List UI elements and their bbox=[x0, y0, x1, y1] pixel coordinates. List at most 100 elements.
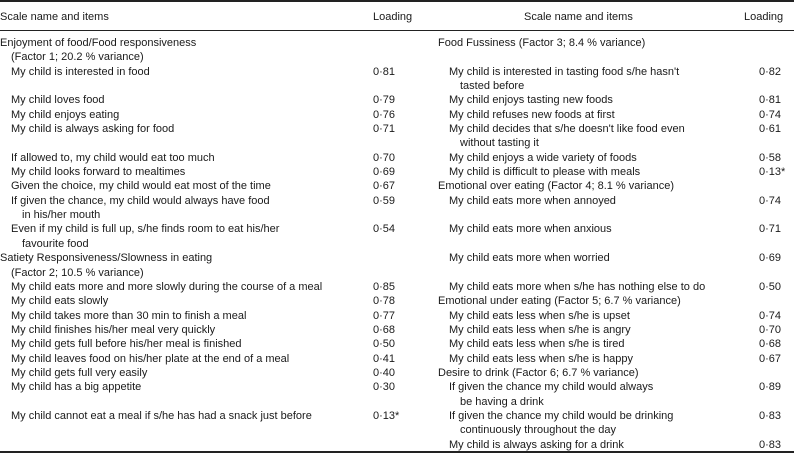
table-row-text: Even if my child is full up, s/he finds … bbox=[11, 223, 280, 236]
table-row: My child eats more and more slowly durin… bbox=[0, 280, 400, 294]
table-row-continuation-text: be having a drink bbox=[460, 395, 544, 408]
table-row: My child eats more when worried 0·69 bbox=[438, 251, 794, 265]
loading-value: 0·54 bbox=[373, 223, 396, 236]
table-row-text: My child loves food bbox=[11, 94, 105, 107]
table-row: My child cannot eat a meal if s/he has h… bbox=[0, 409, 400, 423]
blank-line bbox=[438, 237, 794, 251]
table-row-continuation-text: without tasting it bbox=[460, 137, 539, 150]
table-row-text: My child eats more when annoyed bbox=[449, 194, 616, 207]
table-row-text: If given the chance my child would alway… bbox=[449, 381, 654, 394]
loading-value: 0·70 bbox=[759, 323, 782, 336]
table-row-text: My child is interested in food bbox=[11, 65, 150, 78]
table-row-continuation-text: in his/her mouth bbox=[22, 209, 101, 222]
table-row-continuation-text: favourite food bbox=[22, 237, 89, 250]
loading-value: 0·13* bbox=[759, 166, 786, 179]
section-title-text: Food Fussiness (Factor 3; 8.4 % variance… bbox=[438, 37, 646, 49]
loading-value: 0·50 bbox=[373, 338, 396, 351]
loading-value: 0·71 bbox=[759, 223, 782, 236]
table-row: My child gets full very easily 0·40 bbox=[0, 366, 400, 380]
top-rule bbox=[0, 0, 794, 2]
loading-value: 0·83 bbox=[759, 409, 782, 422]
section-title-text: Emotional over eating (Factor 4; 8.1 % v… bbox=[438, 180, 675, 193]
loading-value: 0·68 bbox=[759, 338, 782, 351]
table-row: My child gets full before his/her meal i… bbox=[0, 337, 400, 351]
table-row-text: My child is interested in tasting food s… bbox=[449, 65, 680, 78]
loading-value: 0·81 bbox=[759, 94, 782, 107]
table-row-text: My child looks forward to mealtimes bbox=[11, 166, 186, 179]
table-row-continuation: without tasting it bbox=[438, 136, 794, 150]
loading-value: 0·76 bbox=[373, 108, 396, 121]
table-row-text: My child takes more than 30 min to finis… bbox=[11, 309, 247, 322]
blank-line bbox=[0, 395, 400, 409]
table-row-text: If given the chance my child would be dr… bbox=[449, 409, 674, 422]
table-row-text: My child enjoys tasting new foods bbox=[449, 94, 613, 107]
table-row-text: My child gets full very easily bbox=[11, 366, 148, 379]
header-scale-left: Scale name and items bbox=[0, 11, 109, 23]
table-row-continuation: favourite food bbox=[0, 237, 400, 251]
bottom-rule bbox=[0, 451, 794, 453]
loading-value: 0·59 bbox=[373, 194, 396, 207]
table-row: My child refuses new foods at first 0·74 bbox=[438, 108, 794, 122]
loading-value: 0·74 bbox=[759, 108, 782, 121]
table-row-text: My child eats less when s/he is tired bbox=[449, 338, 625, 351]
table-row-text: If allowed to, my child would eat too mu… bbox=[11, 151, 215, 164]
section-subtitle-text: (Factor 1; 20.2 % variance) bbox=[11, 51, 144, 64]
section-title: Emotional under eating (Factor 5; 6.7 % … bbox=[438, 294, 794, 308]
header-rule bbox=[0, 30, 794, 31]
table-row-text: My child eats more when s/he has nothing… bbox=[449, 280, 706, 293]
table-row-text: My child is difficult to please with mea… bbox=[449, 166, 641, 179]
section-title-text: Enjoyment of food/Food responsiveness bbox=[0, 37, 197, 49]
section-title-text: Desire to drink (Factor 6; 6.7 % varianc… bbox=[438, 366, 639, 379]
table-row-continuation: tasted before bbox=[438, 79, 794, 93]
table-row: My child eats less when s/he is angry 0·7… bbox=[438, 323, 794, 337]
loading-value: 0·67 bbox=[759, 352, 782, 365]
section-title: Desire to drink (Factor 6; 6.7 % varianc… bbox=[438, 366, 794, 380]
loading-value: 0·69 bbox=[373, 166, 396, 179]
table-row-continuation: in his/her mouth bbox=[0, 208, 400, 222]
blank-line bbox=[0, 79, 400, 93]
loading-value: 0·30 bbox=[373, 381, 396, 394]
table-row: My child eats less when s/he is tired 0·6… bbox=[438, 337, 794, 351]
loading-value: 0·69 bbox=[759, 252, 782, 265]
table-row: My child looks forward to mealtimes 0·69 bbox=[0, 165, 400, 179]
table-row-text: Given the choice, my child would eat mos… bbox=[11, 180, 271, 193]
table-row-text: My child enjoys a wide variety of foods bbox=[449, 151, 637, 164]
table-row: My child leaves food on his/her plate at… bbox=[0, 352, 400, 366]
table-row-text: My child eats less when s/he is upset bbox=[449, 309, 630, 322]
table-row: My child has a big appetite 0·30 bbox=[0, 380, 400, 394]
loading-value: 0·85 bbox=[373, 280, 396, 293]
blank-line bbox=[0, 136, 400, 150]
header-loading-left: Loading bbox=[373, 11, 413, 23]
table-row-text: My child eats more and more slowly durin… bbox=[11, 280, 323, 293]
loading-value: 0·74 bbox=[759, 194, 782, 207]
loading-value: 0·82 bbox=[759, 65, 782, 78]
table-row: If allowed to, my child would eat too mu… bbox=[0, 151, 400, 165]
table-row: Even if my child is full up, s/he finds … bbox=[0, 222, 400, 236]
table-row: Given the choice, my child would eat mos… bbox=[0, 179, 400, 193]
table-row: My child eats more when annoyed 0·74 bbox=[438, 194, 794, 208]
table-row-text: My child enjoys eating bbox=[11, 108, 120, 121]
table-row-text: My child has a big appetite bbox=[11, 381, 142, 394]
table-row: If given the chance my child would alway… bbox=[438, 380, 794, 394]
table-row: My child enjoys tasting new foods 0·81 bbox=[438, 93, 794, 107]
section-title: Food Fussiness (Factor 3; 8.4 % variance… bbox=[438, 36, 794, 50]
loading-value: 0·74 bbox=[759, 309, 782, 322]
table-row-text: My child eats more when anxious bbox=[449, 223, 612, 236]
loading-value: 0·79 bbox=[373, 94, 396, 107]
loading-value: 0·40 bbox=[373, 366, 396, 379]
table-row-continuation-text: tasted before bbox=[460, 80, 525, 93]
section-title-text: Satiety Responsiveness/Slowness in eatin… bbox=[0, 252, 213, 265]
loading-value: 0·78 bbox=[373, 295, 396, 308]
table-row-text: My child cannot eat a meal if s/he has h… bbox=[11, 409, 312, 422]
loading-value: 0·68 bbox=[373, 323, 396, 336]
table-row-continuation-text: continuously throughout the day bbox=[460, 424, 616, 437]
left-column: Enjoyment of food/Food responsiveness (Fa… bbox=[0, 36, 400, 423]
header-loading-right: Loading bbox=[744, 11, 784, 23]
loading-value: 0·77 bbox=[373, 309, 396, 322]
table-row-text: My child eats less when s/he is happy bbox=[449, 352, 634, 365]
section-title: Enjoyment of food/Food responsiveness bbox=[0, 36, 400, 50]
blank-line bbox=[438, 208, 794, 222]
table-row-text: My child is always asking for food bbox=[11, 123, 175, 136]
section-title-text: Emotional under eating (Factor 5; 6.7 % … bbox=[438, 295, 681, 308]
table-row-text: My child leaves food on his/her plate at… bbox=[11, 352, 290, 365]
